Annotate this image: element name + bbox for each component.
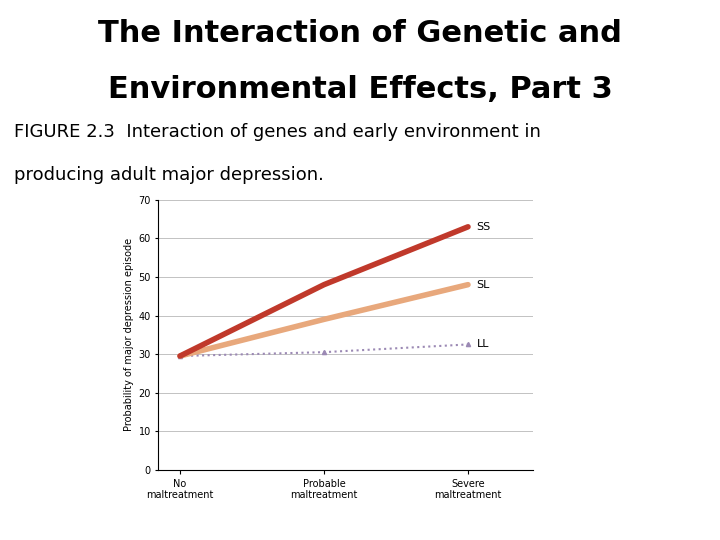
Text: Key:: Key: <box>173 214 193 224</box>
Text: LL: LL <box>477 340 489 349</box>
Text: LL = Two long alleles: LL = Two long alleles <box>173 268 275 279</box>
Text: SS    Two short alleles: SS Two short alleles <box>173 232 279 242</box>
Y-axis label: Probability of major depression episode: Probability of major depression episode <box>125 238 134 431</box>
Text: CENGAGE: CENGAGE <box>65 510 139 524</box>
Text: Environmental Effects, Part 3: Environmental Effects, Part 3 <box>107 75 613 104</box>
Text: SL: SL <box>477 280 490 289</box>
Text: ❖: ❖ <box>29 510 42 524</box>
Text: producing adult major depression.: producing adult major depression. <box>14 166 324 185</box>
Text: SS: SS <box>477 222 491 232</box>
Text: © 2019 Cengage. All rights reserved.: © 2019 Cengage. All rights reserved. <box>243 510 477 524</box>
Text: SL = One short allele, one long allele: SL = One short allele, one long allele <box>173 250 354 260</box>
Text: The Interaction of Genetic and: The Interaction of Genetic and <box>98 19 622 48</box>
Text: FIGURE 2.3  Interaction of genes and early environment in: FIGURE 2.3 Interaction of genes and earl… <box>14 124 541 141</box>
